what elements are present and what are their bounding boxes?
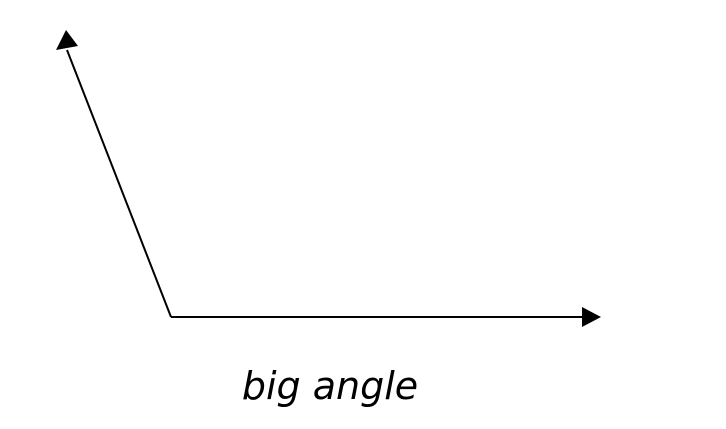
right-ray-arrowhead [582,307,601,327]
left-ray-arrowhead [56,30,78,50]
angle-ray-left [66,49,172,318]
diagram-caption: big angle [241,364,419,408]
